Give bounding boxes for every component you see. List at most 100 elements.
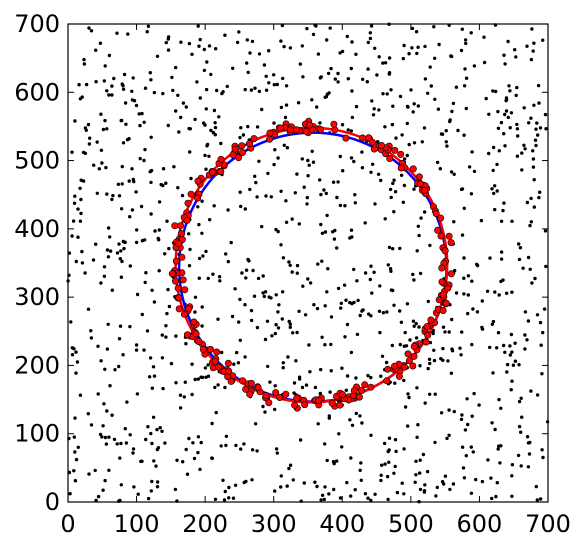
- background-point: [402, 157, 407, 161]
- background-point: [211, 272, 215, 276]
- background-point: [73, 450, 77, 454]
- y-tick-label: 300: [14, 283, 60, 311]
- background-point: [462, 276, 466, 280]
- background-point: [106, 226, 111, 230]
- background-point: [426, 366, 430, 371]
- background-point: [196, 24, 200, 28]
- background-point: [531, 149, 535, 153]
- background-point: [332, 237, 337, 241]
- background-point: [256, 276, 261, 281]
- background-point: [98, 432, 103, 437]
- background-point: [388, 187, 393, 192]
- background-point: [327, 414, 331, 418]
- background-point: [316, 422, 320, 426]
- background-point: [102, 79, 107, 83]
- background-point: [89, 329, 93, 333]
- background-point: [213, 121, 217, 125]
- ring-point: [194, 177, 202, 185]
- background-point: [196, 377, 200, 381]
- background-point: [239, 447, 243, 451]
- background-point: [238, 338, 242, 342]
- background-point: [345, 34, 349, 39]
- background-point: [69, 320, 73, 324]
- background-point: [414, 321, 418, 326]
- background-point: [343, 335, 347, 339]
- ring-point: [215, 363, 223, 371]
- background-point: [290, 270, 294, 274]
- background-point: [236, 361, 241, 365]
- background-point: [105, 409, 109, 413]
- background-point: [363, 492, 368, 496]
- background-point: [171, 88, 175, 93]
- background-point: [144, 437, 148, 442]
- background-point: [491, 319, 496, 324]
- background-point: [433, 56, 437, 60]
- background-point: [73, 194, 77, 198]
- background-point: [349, 228, 354, 232]
- background-point: [505, 370, 509, 374]
- background-point: [265, 319, 270, 323]
- background-point: [508, 126, 512, 130]
- ring-point: [444, 284, 452, 292]
- background-point: [142, 348, 146, 352]
- ring-point: [421, 187, 429, 195]
- background-point: [447, 330, 451, 334]
- background-point: [307, 163, 311, 167]
- background-point: [103, 118, 107, 123]
- background-point: [200, 305, 204, 309]
- background-point: [107, 435, 111, 439]
- background-point: [440, 480, 445, 484]
- background-point: [456, 128, 460, 133]
- background-point: [522, 106, 526, 110]
- background-point: [115, 442, 119, 446]
- ring-point: [442, 299, 450, 307]
- background-point: [102, 402, 106, 406]
- background-point: [169, 361, 174, 366]
- ring-point: [246, 390, 254, 398]
- background-point: [274, 323, 278, 327]
- background-point: [197, 256, 202, 261]
- background-point: [505, 362, 510, 367]
- background-point: [124, 122, 128, 127]
- background-point: [399, 320, 404, 324]
- background-point: [522, 143, 526, 147]
- background-point: [460, 445, 465, 449]
- background-point: [139, 459, 143, 464]
- background-point: [391, 104, 395, 108]
- background-point: [521, 266, 525, 270]
- background-point: [311, 32, 316, 37]
- background-point: [269, 296, 273, 300]
- background-point: [359, 461, 363, 465]
- background-point: [152, 300, 157, 304]
- background-point: [305, 26, 309, 31]
- background-point: [212, 108, 217, 113]
- background-point: [288, 263, 292, 267]
- background-point: [406, 105, 410, 109]
- background-point: [315, 105, 319, 109]
- background-point: [72, 201, 77, 205]
- background-point: [358, 468, 362, 472]
- background-point: [470, 342, 474, 347]
- background-point: [310, 149, 314, 153]
- background-point: [276, 229, 280, 234]
- ring-point: [358, 134, 366, 142]
- background-point: [538, 320, 543, 325]
- background-point: [339, 301, 343, 305]
- background-point: [335, 246, 339, 250]
- background-point: [385, 92, 389, 96]
- background-point: [504, 109, 509, 113]
- background-point: [336, 80, 340, 84]
- background-point: [89, 29, 94, 33]
- background-point: [184, 105, 188, 109]
- background-point: [433, 440, 437, 445]
- background-point: [428, 65, 432, 69]
- background-point: [459, 417, 464, 422]
- ring-point: [276, 124, 284, 132]
- background-point: [253, 422, 258, 426]
- background-point: [398, 309, 402, 313]
- background-point: [508, 344, 512, 348]
- ring-point: [175, 240, 183, 248]
- background-point: [180, 193, 185, 198]
- y-tick-label: 600: [14, 78, 60, 106]
- background-point: [352, 267, 356, 272]
